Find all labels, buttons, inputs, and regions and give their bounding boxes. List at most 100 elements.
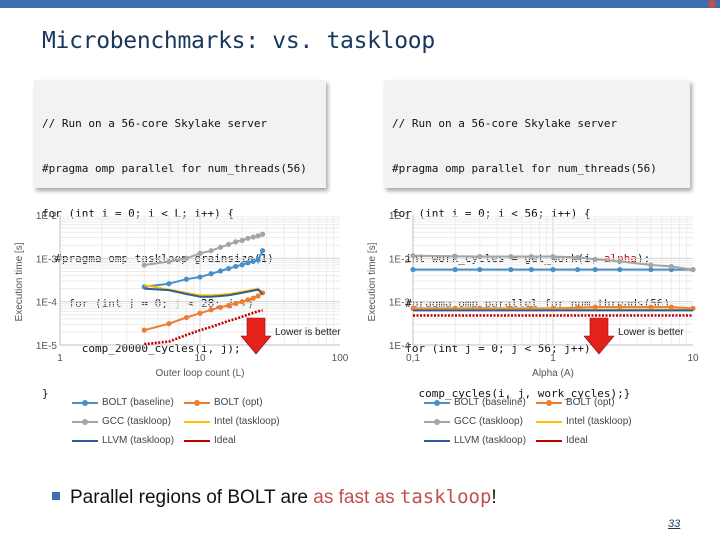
legend-label: GCC (taskloop): [454, 416, 523, 427]
code-snippet-right: // Run on a 56-core Skylake server #prag…: [384, 80, 690, 400]
data-point: [648, 304, 654, 310]
data-point: [550, 253, 556, 260]
code-line: }: [42, 387, 49, 400]
data-point: [255, 257, 261, 263]
series-line: [144, 309, 263, 346]
data-point: [233, 239, 239, 245]
legend-swatch-marker: [434, 400, 440, 406]
slide-title: Microbenchmarks: vs. taskloop: [42, 28, 435, 54]
legend-swatch-marker: [546, 400, 552, 406]
legend-label: Ideal: [566, 435, 588, 446]
data-point: [575, 266, 581, 273]
legend-swatch: [536, 418, 562, 426]
data-point: [668, 304, 674, 310]
data-point: [592, 256, 598, 262]
legend-label: BOLT (opt): [566, 397, 615, 408]
data-point: [617, 258, 623, 264]
lower-is-better-arrow-icon: [240, 317, 272, 355]
legend-swatch-marker: [82, 400, 88, 406]
data-point: [166, 259, 172, 265]
code-line: // Run on a 56-core Skylake server: [392, 117, 618, 130]
data-point: [225, 241, 232, 247]
data-point: [260, 231, 266, 237]
legend-label: BOLT (opt): [214, 397, 263, 408]
data-point: [617, 304, 623, 310]
data-point: [508, 266, 514, 273]
lower-is-better-arrow-icon: [583, 317, 615, 355]
x-tick-label: 0,1: [406, 353, 420, 364]
top-bar: [0, 0, 720, 8]
data-point: [208, 248, 214, 254]
legend-swatch: [184, 418, 210, 426]
data-point: [260, 248, 266, 254]
data-point: [141, 327, 147, 333]
corner-logo-icon: [708, 0, 716, 8]
data-point: [208, 271, 214, 277]
data-point: [592, 304, 598, 310]
code-line: // Run on a 56-core Skylake server: [42, 117, 268, 130]
data-point: [183, 314, 190, 321]
data-point: [183, 276, 190, 282]
data-point: [648, 262, 654, 268]
x-axis-title: Alpha (A): [532, 368, 574, 379]
code-line: #pragma omp parallel for num_threads(56): [42, 162, 307, 175]
data-point: [648, 266, 654, 273]
x-tick-label: 10: [194, 353, 206, 364]
data-point: [452, 253, 458, 259]
bullet-square-icon: [52, 491, 60, 500]
y-axis-title: Execution time [s]: [367, 242, 378, 321]
y-axis-title: Execution time [s]: [14, 242, 25, 321]
data-point: [550, 266, 556, 273]
x-tick-label: 100: [332, 353, 349, 364]
series-line: [413, 306, 694, 310]
data-point: [217, 244, 224, 250]
legend-swatch: [184, 399, 210, 407]
x-axis-title: Outer loop count (L): [156, 368, 245, 379]
legend-swatch: [184, 437, 210, 445]
legend-swatch-line: [72, 440, 98, 442]
data-point: [452, 266, 458, 273]
data-point: [250, 234, 256, 240]
data-point: [239, 262, 245, 268]
data-point: [233, 300, 239, 307]
data-point: [690, 266, 696, 273]
data-point: [197, 310, 203, 316]
bullet-prefix: Parallel regions of BOLT are: [70, 487, 314, 508]
y-tick-label: 1E-1: [389, 211, 411, 222]
y-tick-label: 1E-3: [36, 254, 58, 265]
data-point: [477, 266, 483, 273]
legend-swatch: [72, 418, 98, 426]
data-point: [166, 281, 172, 287]
legend-swatch-marker: [194, 400, 200, 406]
bullet-code: taskloop: [399, 486, 492, 508]
legend-label: LLVM (taskloop): [102, 435, 175, 446]
data-point: [528, 253, 534, 260]
legend-swatch: [72, 399, 98, 407]
legend-swatch-line: [424, 440, 450, 442]
legend-label: Intel (taskloop): [566, 416, 632, 427]
legend-label: Ideal: [214, 435, 236, 446]
lower-is-better-label: Lower is better: [275, 327, 341, 338]
data-point: [239, 299, 245, 305]
data-point: [141, 262, 147, 268]
data-point: [477, 253, 483, 260]
data-point: [208, 307, 214, 313]
data-point: [410, 253, 416, 259]
data-point: [225, 302, 232, 309]
x-tick-label: 10: [687, 353, 699, 364]
legend-swatch: [424, 437, 450, 445]
summary-bullet: Parallel regions of BOLT are as fast as …: [52, 486, 497, 509]
legend-swatch: [536, 437, 562, 445]
data-point: [528, 266, 534, 273]
legend-swatch: [536, 399, 562, 407]
y-tick-label: 1E-4: [36, 298, 58, 309]
data-point: [217, 268, 224, 274]
legend-label: BOLT (baseline): [102, 397, 174, 408]
bullet-accent: as fast as: [313, 487, 400, 508]
legend-swatch-marker: [82, 419, 88, 425]
data-point: [255, 233, 261, 239]
legend-swatch-line: [536, 440, 562, 442]
code-line: #pragma omp parallel for num_threads(56): [392, 162, 657, 175]
legend-swatch-line: [184, 440, 210, 442]
data-point: [239, 237, 245, 243]
